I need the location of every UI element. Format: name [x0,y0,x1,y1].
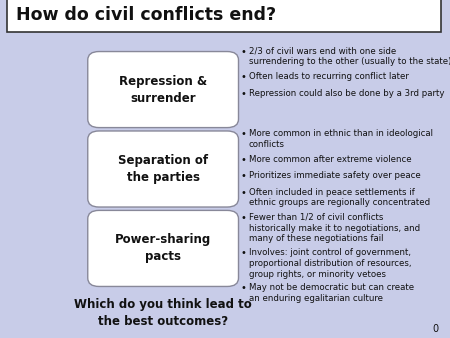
Text: Involves: joint control of government,
proportional distribution of resources,
g: Involves: joint control of government, p… [249,248,411,279]
Text: •: • [241,72,247,82]
Text: Separation of
the parties: Separation of the parties [118,154,208,184]
Text: How do civil conflicts end?: How do civil conflicts end? [16,6,276,24]
Text: •: • [241,248,247,258]
Text: Repression &
surrender: Repression & surrender [119,75,207,104]
Text: More common after extreme violence: More common after extreme violence [249,155,411,164]
Text: Power-sharing
pacts: Power-sharing pacts [115,234,211,263]
Text: 0: 0 [432,324,439,334]
Text: Often included in peace settlements if
ethnic groups are regionally concentrated: Often included in peace settlements if e… [249,188,430,207]
Text: Fewer than 1/2 of civil conflicts
historically make it to negotiations, and
many: Fewer than 1/2 of civil conflicts histor… [249,213,420,243]
Text: •: • [241,47,247,57]
FancyBboxPatch shape [7,0,441,32]
FancyBboxPatch shape [88,210,238,286]
Text: More common in ethnic than in ideological
conflicts: More common in ethnic than in ideologica… [249,129,433,149]
Text: Repression could also be done by a 3rd party: Repression could also be done by a 3rd p… [249,89,444,98]
Text: Prioritizes immediate safety over peace: Prioritizes immediate safety over peace [249,171,421,180]
Text: •: • [241,155,247,165]
Text: 2/3 of civil wars end with one side
surrendering to the other (usually to the st: 2/3 of civil wars end with one side surr… [249,47,450,66]
Text: •: • [241,171,247,182]
Text: Often leads to recurring conflict later: Often leads to recurring conflict later [249,72,409,81]
Text: May not be democratic but can create
an enduring egalitarian culture: May not be democratic but can create an … [249,283,414,303]
Text: •: • [241,129,247,140]
Text: •: • [241,283,247,293]
Text: Which do you think lead to
the best outcomes?: Which do you think lead to the best outc… [74,298,252,328]
Text: •: • [241,188,247,198]
Text: •: • [241,89,247,99]
FancyBboxPatch shape [88,52,238,128]
Text: •: • [241,213,247,223]
FancyBboxPatch shape [88,131,238,207]
